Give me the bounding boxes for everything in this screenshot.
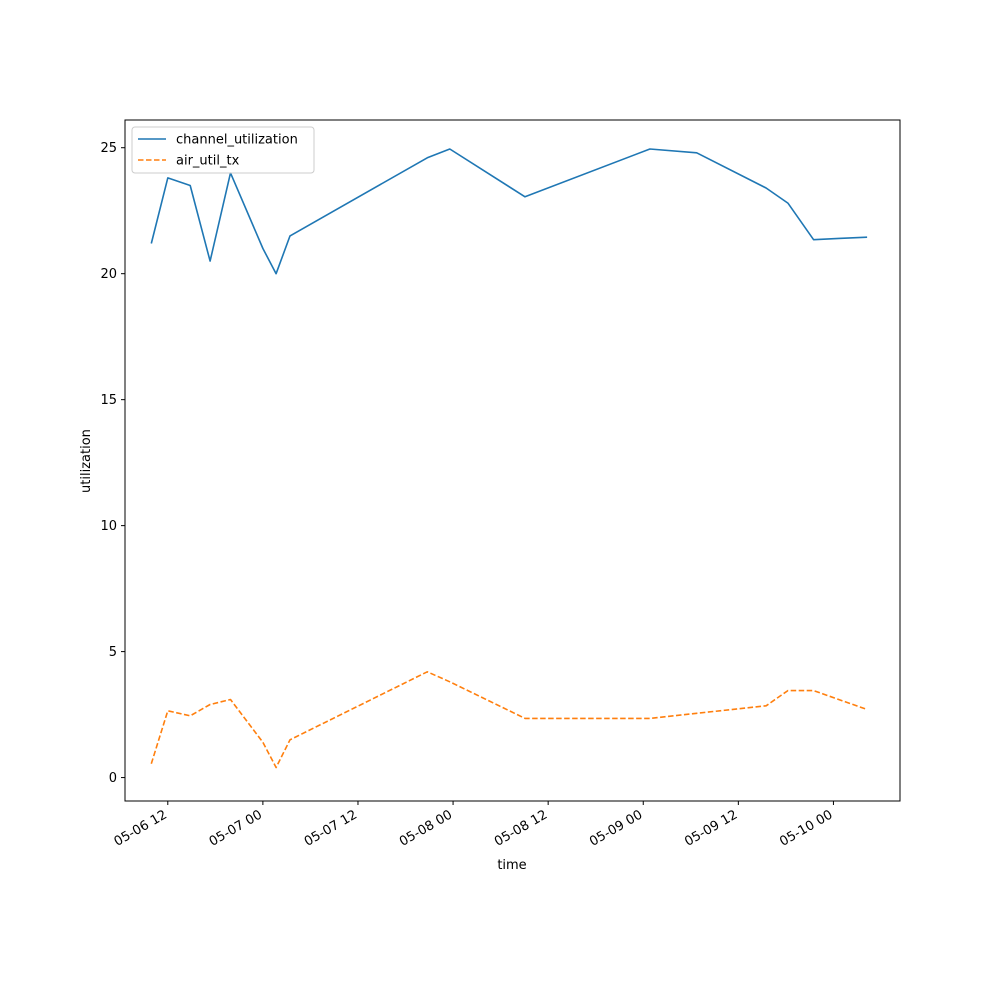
- series-line-air-util-tx: [150, 670, 868, 769]
- plot-area: [150, 148, 868, 769]
- y-tick-label: 25: [100, 141, 117, 156]
- y-tick-label: 20: [100, 267, 117, 282]
- y-tick-label: 0: [109, 771, 117, 786]
- legend: channel_utilization air_util_tx: [131, 126, 315, 174]
- x-axis-label: time: [497, 858, 526, 873]
- legend-label-air-util-tx: air_util_tx: [176, 154, 240, 169]
- y-tick-label: 5: [109, 645, 117, 660]
- legend-box: [131, 126, 315, 174]
- y-axis-label: utilization: [79, 429, 94, 493]
- legend-label-channel-utilization: channel_utilization: [176, 133, 298, 148]
- y-tick-label: 15: [100, 393, 117, 408]
- axes-frame: [124, 119, 901, 802]
- y-tick-label: 10: [100, 519, 117, 534]
- series-line-channel-utilization: [150, 148, 868, 275]
